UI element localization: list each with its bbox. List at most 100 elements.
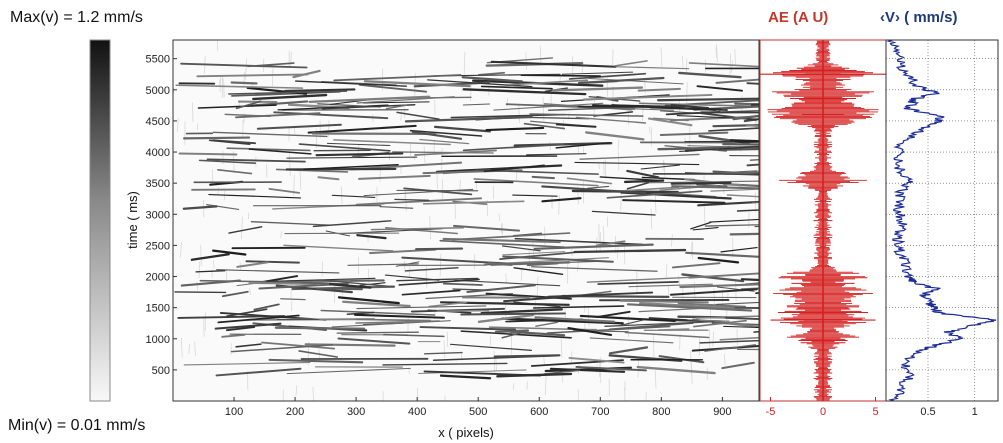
heatmap-streak (206, 203, 240, 211)
heatmap-y-tick-label: 5500 (146, 54, 170, 66)
heatmap-streak (723, 325, 759, 329)
heatmap-streak (510, 79, 589, 86)
heatmap-streak (212, 249, 247, 256)
heatmap-streak (256, 123, 342, 130)
heatmap-streak (591, 104, 722, 111)
heatmap-streak (384, 274, 440, 281)
heatmap-streak (547, 291, 654, 298)
heatmap-streak (677, 302, 747, 308)
heatmap-streak (496, 372, 573, 378)
heatmap-streak (699, 319, 730, 322)
heatmap-streak (604, 321, 715, 327)
heatmap-streak (490, 60, 617, 68)
heatmap-streak (574, 161, 700, 166)
heatmap-streak (284, 88, 356, 92)
heatmap-texture (249, 288, 251, 296)
heatmap-streak (724, 316, 759, 320)
heatmap-streak (671, 185, 759, 190)
heatmap-texture (665, 263, 668, 279)
heatmap-streak (245, 260, 300, 264)
heatmap-streak (398, 278, 480, 286)
heatmap-streak (729, 232, 759, 236)
heatmap-streak (626, 169, 660, 179)
heatmap-streak (513, 267, 564, 276)
heatmap-streak (618, 319, 644, 327)
heatmap-streak (428, 301, 468, 308)
heatmap-texture (560, 336, 563, 358)
heatmap-texture (196, 123, 199, 131)
heatmap-streak (298, 350, 339, 358)
heatmap-streak (409, 129, 483, 137)
heatmap-streak (744, 282, 759, 285)
heatmap-streak (195, 270, 226, 273)
heatmap-streak (362, 101, 430, 104)
heatmap-streak (363, 188, 474, 197)
heatmap-streak (568, 357, 625, 364)
heatmap-streak (473, 178, 599, 187)
heatmap-x-ticks: 100 200 300 400 500 600 700 800 900 (225, 397, 732, 418)
heatmap-streak (710, 188, 759, 192)
heatmap-streak (326, 142, 391, 147)
heatmap-texture (570, 351, 573, 363)
heatmap-texture (650, 208, 653, 230)
heatmap-x-label: x ( pixels) (438, 425, 494, 440)
heatmap-streak (183, 136, 251, 140)
ae-panel-title: AE (A U) (768, 9, 828, 26)
heatmap-streak (359, 282, 386, 286)
heatmap-streak (595, 310, 631, 318)
heatmap-streak (695, 315, 759, 319)
heatmap-texture (312, 386, 314, 401)
heatmap-streak (715, 301, 759, 306)
heatmap-streak (555, 123, 597, 128)
heatmap-streak (235, 112, 321, 119)
heatmap-texture (617, 139, 620, 150)
heatmap-streak (579, 153, 700, 160)
heatmap-x-tick-label: 700 (591, 406, 609, 418)
heatmap-streak (214, 322, 282, 330)
ae-x-tick-label: -5 (766, 406, 776, 418)
heatmap-streak (331, 194, 376, 198)
velocity-panel-title: ‹V› ( mm/s) (880, 9, 958, 26)
heatmap-streak (250, 221, 331, 226)
heatmap-streak (585, 131, 645, 141)
heatmap-streak (427, 79, 533, 88)
heatmap-texture (219, 75, 222, 93)
heatmap-streak (636, 365, 716, 375)
heatmap-texture (288, 152, 291, 177)
heatmap-texture (194, 341, 196, 356)
heatmap-streak (697, 200, 759, 207)
ae-x-ticks: -5 0 5 (766, 397, 879, 418)
heatmap-streak (356, 234, 387, 240)
heatmap-streak (684, 172, 759, 176)
heatmap-streak (216, 269, 340, 274)
heatmap-streak (418, 369, 527, 375)
heatmap-texture (652, 333, 655, 358)
heatmap-texture (577, 389, 579, 401)
heatmap-streak (268, 188, 301, 194)
heatmap-streak (685, 251, 759, 258)
heatmap-texture (198, 261, 200, 278)
heatmap-streak (333, 74, 462, 82)
heatmap-texture (654, 193, 657, 214)
heatmap-streak (485, 126, 545, 132)
heatmap-streak (226, 147, 311, 152)
heatmap-streak (449, 343, 532, 352)
heatmap-streak (225, 326, 256, 332)
heatmap-streak (573, 248, 687, 254)
heatmap-streak (315, 287, 363, 291)
heatmap-texture (368, 268, 370, 287)
heatmap-streak (637, 87, 681, 92)
heatmap-streak (628, 283, 713, 288)
heatmap-streak (688, 272, 759, 279)
heatmap-streak (502, 255, 614, 263)
heatmap-streak (690, 221, 712, 230)
heatmap-streak (199, 279, 313, 284)
ae-x-tick-label: 5 (872, 406, 878, 418)
heatmap-streak (699, 339, 759, 344)
heatmap-texture (290, 51, 292, 67)
heatmap-streak (586, 185, 610, 189)
heatmap-streak (382, 362, 508, 366)
heatmap-streak (196, 73, 309, 78)
heatmap-streak (490, 261, 571, 266)
heatmap-streak (197, 104, 277, 109)
